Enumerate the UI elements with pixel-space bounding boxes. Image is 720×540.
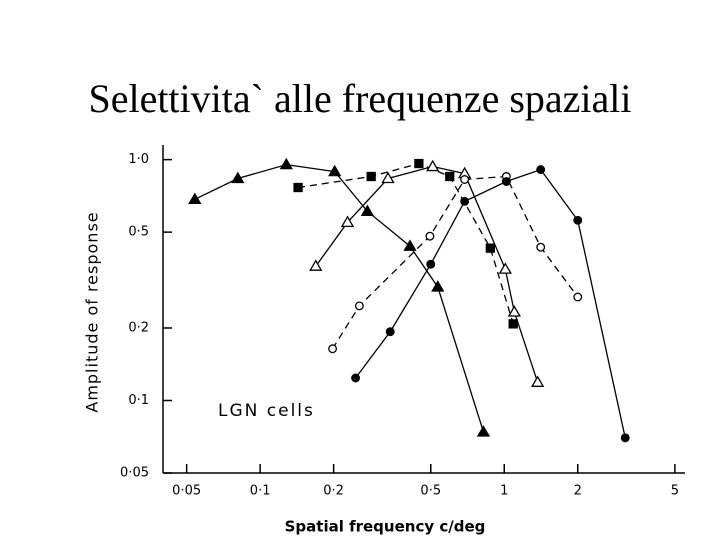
y-tick-label: 0·1 [128,393,149,408]
point [328,164,342,177]
y-tick-label: 0·05 [120,466,149,481]
point [426,159,440,172]
x-tick-label: 0·1 [250,484,271,499]
point [431,280,445,292]
point [188,192,202,205]
point [354,301,364,311]
point [425,231,435,241]
x-axis-label: Spatial frequency c/deg [285,518,486,536]
point [620,433,630,443]
point [309,259,323,271]
point [414,158,424,169]
point [381,171,395,184]
point [385,327,395,337]
point [366,171,376,182]
point [426,259,436,269]
point [476,425,491,437]
point [328,344,338,354]
series-line [315,165,539,383]
point [531,375,545,387]
series-line [297,162,514,325]
point [573,215,583,225]
point [293,182,303,193]
point [360,204,375,216]
point [445,171,455,182]
x-tick-label: 2 [574,484,582,499]
y-tick-label: 1·0 [128,152,149,167]
x-tick-label: 1 [500,484,508,499]
y-tick-label: 0·2 [128,320,149,335]
point [498,262,512,274]
point [536,242,546,252]
x-tick-label: 0·5 [420,484,441,499]
point [279,157,293,170]
point [501,177,511,186]
point [460,196,470,206]
point [485,243,495,253]
point [340,215,355,227]
annotation: LGN cells [218,401,315,421]
point [536,165,546,175]
point [573,292,583,302]
point [460,175,470,184]
y-axis-label: Amplitude of response [83,211,102,412]
point [403,239,417,251]
point [507,305,521,317]
x-tick-label: 0·2 [323,484,344,499]
y-tick-label: 0·5 [128,225,149,240]
series-line [355,168,626,438]
x-tick-label: 0·05 [172,484,201,499]
series-line [194,163,485,433]
x-tick-label: 5 [671,484,679,499]
point [508,319,518,329]
point [351,373,361,383]
point [231,171,245,184]
slide-title: Selettivita` alle frequenze spaziali [88,76,631,121]
